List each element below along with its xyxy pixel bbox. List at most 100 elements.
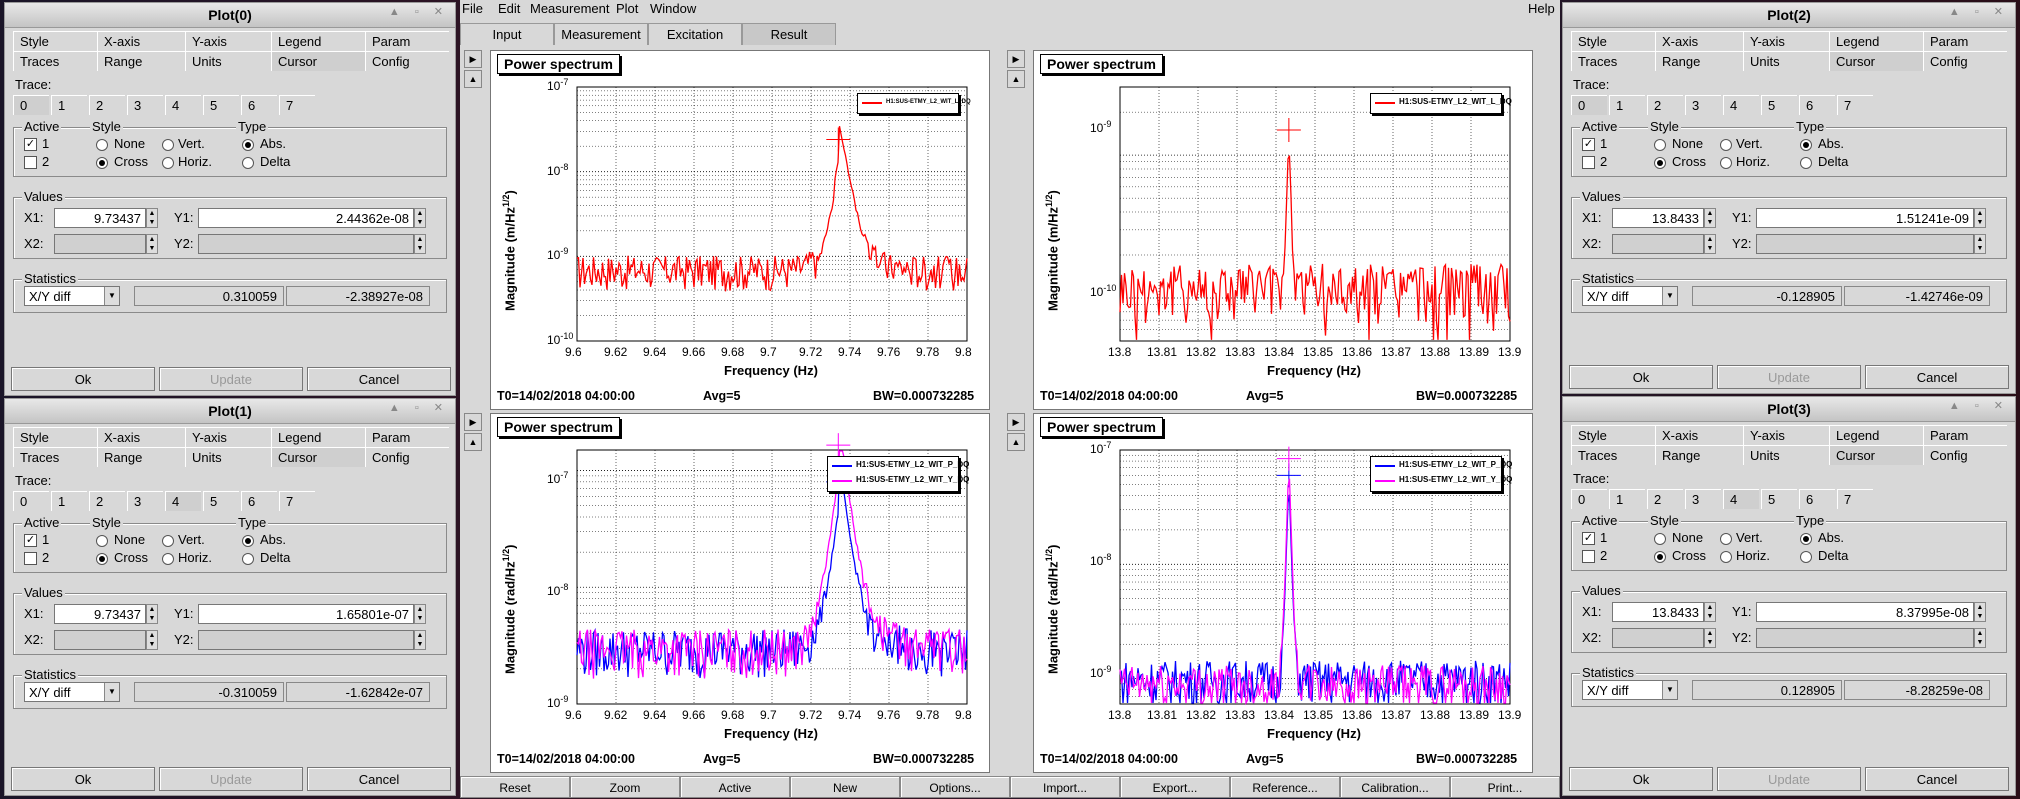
x1-spinner[interactable]: ▲ ▼ <box>1704 602 1716 622</box>
trace-tab[interactable]: 6 <box>1799 95 1835 115</box>
trace-tab[interactable]: 0 <box>1571 95 1607 115</box>
y2-spinner[interactable]: ▲ ▼ <box>414 234 426 254</box>
ctl-tab[interactable]: Range <box>1655 445 1743 465</box>
trace-tab[interactable]: 4 <box>1723 489 1759 509</box>
x2-spinner[interactable]: ▲ ▼ <box>146 234 158 254</box>
x1-spinner[interactable]: ▲ ▼ <box>1704 208 1716 228</box>
ctl-tab[interactable]: Range <box>97 51 185 71</box>
trace-tab[interactable]: 3 <box>127 95 163 115</box>
type-delta-radio[interactable] <box>1800 157 1812 169</box>
statistics-mode-select[interactable]: X/Y diff ▼ <box>1582 286 1678 306</box>
ctl-tab[interactable]: Config <box>365 51 449 71</box>
ctl-tab[interactable]: Cursor <box>1829 445 1923 465</box>
trace-tab[interactable]: 1 <box>1609 95 1645 115</box>
x2-spinner[interactable]: ▲ ▼ <box>1704 234 1716 254</box>
trace-tab[interactable]: 7 <box>279 95 315 115</box>
trace-tab[interactable]: 3 <box>127 491 163 511</box>
ctl-tab[interactable]: Style <box>13 427 97 447</box>
ctl-tab[interactable]: Units <box>185 51 271 71</box>
ctl-tab[interactable]: Y-axis <box>185 31 271 51</box>
update-button[interactable]: Update <box>159 767 303 791</box>
trace-tab[interactable]: 6 <box>241 491 277 511</box>
style-cross-radio[interactable] <box>96 553 108 565</box>
style-cross-radio[interactable] <box>1654 157 1666 169</box>
style-none-radio[interactable] <box>1654 533 1666 545</box>
style-cross-radio[interactable] <box>1654 551 1666 563</box>
statistics-mode-select[interactable]: X/Y diff ▼ <box>24 682 120 702</box>
plot-panel[interactable]: Power spectrum Magnitude (m/Hz1/2) Frequen… <box>1033 50 1533 410</box>
active-1-checkbox[interactable]: ✓ <box>24 138 37 151</box>
style-none-radio[interactable] <box>1654 139 1666 151</box>
ctl-tab[interactable]: Param <box>365 427 449 447</box>
style-horiz-radio[interactable] <box>162 553 174 565</box>
update-button[interactable]: Update <box>159 367 303 391</box>
type-abs-radio[interactable] <box>242 535 254 547</box>
y2-input[interactable] <box>198 630 414 650</box>
x1-input[interactable]: 13.8433 <box>1612 208 1704 228</box>
panel-collapse-button[interactable]: ▲ <box>1007 433 1025 451</box>
toolbar-button[interactable]: Zoom <box>570 776 680 798</box>
window-buttons-icon[interactable]: ▲ ▫ ✕ <box>388 402 449 414</box>
ctl-tab[interactable]: Traces <box>13 447 97 467</box>
menu-measurement[interactable]: Measurement <box>530 1 610 16</box>
ctl-tab[interactable]: Config <box>1923 51 2007 71</box>
cancel-button[interactable]: Cancel <box>307 767 451 791</box>
cancel-button[interactable]: Cancel <box>1865 767 2009 791</box>
update-button[interactable]: Update <box>1717 767 1861 791</box>
ctl-tab[interactable]: Range <box>97 447 185 467</box>
x2-input[interactable] <box>1612 234 1704 254</box>
ctl-tab[interactable]: Legend <box>1829 425 1923 445</box>
x1-spinner[interactable]: ▲ ▼ <box>146 604 158 624</box>
trace-tab[interactable]: 6 <box>1799 489 1835 509</box>
ctl-tab[interactable]: Units <box>1743 445 1829 465</box>
ctl-tab[interactable]: Legend <box>1829 31 1923 51</box>
y2-input[interactable] <box>198 234 414 254</box>
active-2-checkbox[interactable] <box>1582 550 1595 563</box>
tab-input[interactable]: Input <box>460 23 554 45</box>
ctl-tab[interactable]: Param <box>365 31 449 51</box>
plot-panel[interactable]: Power spectrum Magnitude (rad/Hz1/2) Frequ… <box>490 413 990 773</box>
x2-input[interactable] <box>54 234 146 254</box>
trace-tab[interactable]: 1 <box>51 491 87 511</box>
ok-button[interactable]: Ok <box>1569 767 1713 791</box>
plot-panel[interactable]: Power spectrum Magnitude (m/Hz1/2) Frequen… <box>490 50 990 410</box>
active-2-checkbox[interactable] <box>1582 156 1595 169</box>
y2-input[interactable] <box>1756 628 1974 648</box>
ok-button[interactable]: Ok <box>1569 365 1713 389</box>
x2-spinner[interactable]: ▲ ▼ <box>146 630 158 650</box>
ctl-tab[interactable]: Units <box>1743 51 1829 71</box>
y1-input[interactable]: 1.65801e-07 <box>198 604 414 624</box>
y1-spinner[interactable]: ▲ ▼ <box>414 208 426 228</box>
x1-input[interactable]: 9.73437 <box>54 208 146 228</box>
statistics-mode-select[interactable]: X/Y diff ▼ <box>1582 680 1678 700</box>
cancel-button[interactable]: Cancel <box>1865 365 2009 389</box>
ctl-tab[interactable]: Cursor <box>1829 51 1923 71</box>
panel-collapse-button[interactable]: ▲ <box>464 70 482 88</box>
toolbar-button[interactable]: Export... <box>1120 776 1230 798</box>
trace-tab[interactable]: 6 <box>241 95 277 115</box>
ok-button[interactable]: Ok <box>11 767 155 791</box>
panel-menu-button[interactable]: ▶ <box>464 413 482 431</box>
type-abs-radio[interactable] <box>1800 533 1812 545</box>
trace-tab[interactable]: 0 <box>1571 489 1607 509</box>
y2-spinner[interactable]: ▲ ▼ <box>414 630 426 650</box>
ctl-tab[interactable]: Legend <box>271 427 365 447</box>
toolbar-button[interactable]: Reset <box>460 776 570 798</box>
y1-input[interactable]: 2.44362e-08 <box>198 208 414 228</box>
ctl-tab[interactable]: Style <box>13 31 97 51</box>
ctl-tab[interactable]: Config <box>1923 445 2007 465</box>
trace-tab[interactable]: 3 <box>1685 95 1721 115</box>
trace-tab[interactable]: 2 <box>89 491 125 511</box>
toolbar-button[interactable]: Active <box>680 776 790 798</box>
toolbar-button[interactable]: New <box>790 776 900 798</box>
trace-tab[interactable]: 2 <box>1647 489 1683 509</box>
trace-tab[interactable]: 4 <box>165 491 201 511</box>
tab-measurement[interactable]: Measurement <box>554 23 648 45</box>
ctl-tab[interactable]: Param <box>1923 425 2007 445</box>
type-abs-radio[interactable] <box>242 139 254 151</box>
active-1-checkbox[interactable]: ✓ <box>24 534 37 547</box>
active-2-checkbox[interactable] <box>24 156 37 169</box>
ctl-tab[interactable]: Units <box>185 447 271 467</box>
active-1-checkbox[interactable]: ✓ <box>1582 532 1595 545</box>
trace-tab[interactable]: 7 <box>279 491 315 511</box>
